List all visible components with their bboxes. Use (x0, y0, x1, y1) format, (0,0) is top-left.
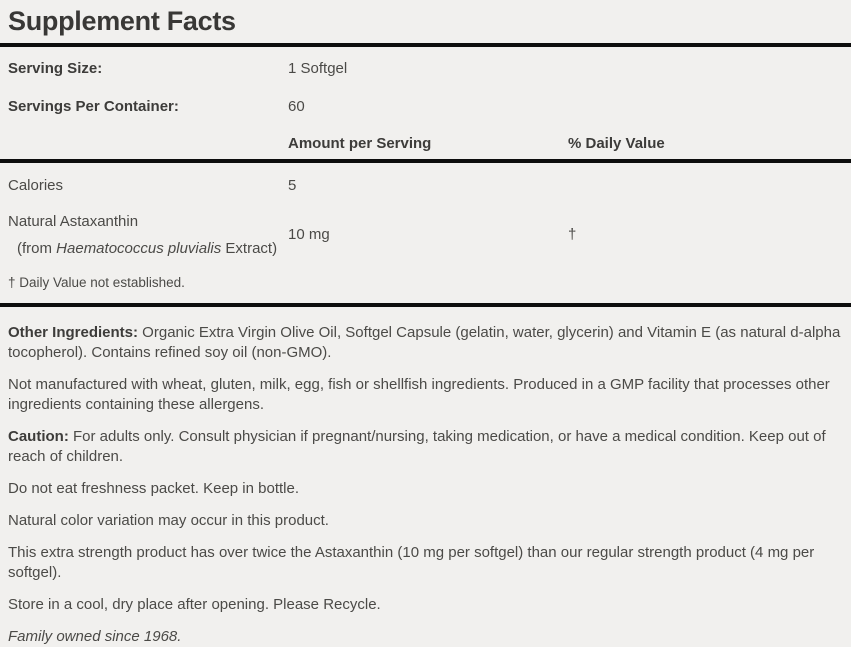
servings-per-container-value: 60 (288, 97, 305, 115)
other-ingredients-paragraph: Other Ingredients: Organic Extra Virgin … (8, 323, 841, 361)
serving-size-label: Serving Size: (8, 59, 103, 77)
servings-per-container-label: Servings Per Container: (8, 97, 179, 115)
astaxanthin-name-line2: (from Haematococcus pluvialis Extract) (17, 239, 278, 257)
astaxanthin-amount: 10 mg (288, 226, 330, 244)
divider-bottom (0, 302, 851, 307)
column-header-row: Amount per Serving % Daily Value (8, 135, 843, 152)
calories-label: Calories (8, 176, 64, 194)
table-row-calories: Calories 5 (8, 177, 843, 194)
astaxanthin-name: Natural Astaxanthin (from Haematococcus … (8, 213, 288, 257)
page-title: Supplement Facts (8, 6, 236, 36)
column-header-daily-value: % Daily Value (568, 134, 665, 152)
daily-value-footnote: † Daily Value not established. (8, 274, 185, 290)
divider-header (0, 158, 851, 163)
caution-paragraph: Caution: For adults only. Consult physic… (8, 427, 826, 465)
astaxanthin-daily-value: † (568, 226, 577, 244)
serving-size-row: Serving Size: 1 Softgel (8, 60, 843, 77)
allergen-paragraph: Not manufactured with wheat, gluten, mil… (8, 375, 830, 413)
astaxanthin-name-line1: Natural Astaxanthin (8, 212, 139, 230)
facts-body-section: Calories 5 Natural Astaxanthin (from Hae… (0, 163, 851, 303)
servings-per-container-row: Servings Per Container: 60 (8, 98, 843, 115)
column-header-amount: Amount per Serving (288, 134, 432, 152)
divider-top (0, 42, 851, 47)
extra-strength-paragraph: This extra strength product has over twi… (8, 543, 815, 581)
color-variation-paragraph: Natural color variation may occur in thi… (8, 511, 329, 529)
family-owned-paragraph: Family owned since 1968. (8, 627, 182, 645)
other-ingredients-label: Other Ingredients: (8, 323, 139, 341)
calories-amount: 5 (288, 176, 297, 194)
serving-size-value: 1 Softgel (288, 59, 348, 77)
freshness-packet-paragraph: Do not eat freshness packet. Keep in bot… (8, 479, 300, 497)
info-paragraphs: Other Ingredients: Organic Extra Virgin … (0, 307, 851, 647)
species-name: Haematococcus pluvialis (56, 239, 222, 257)
caution-label: Caution: (8, 427, 69, 445)
facts-header-section: Serving Size: 1 Softgel Servings Per Con… (0, 47, 851, 159)
table-row-astaxanthin: Natural Astaxanthin (from Haematococcus … (8, 213, 843, 257)
storage-paragraph: Store in a cool, dry place after opening… (8, 595, 381, 613)
